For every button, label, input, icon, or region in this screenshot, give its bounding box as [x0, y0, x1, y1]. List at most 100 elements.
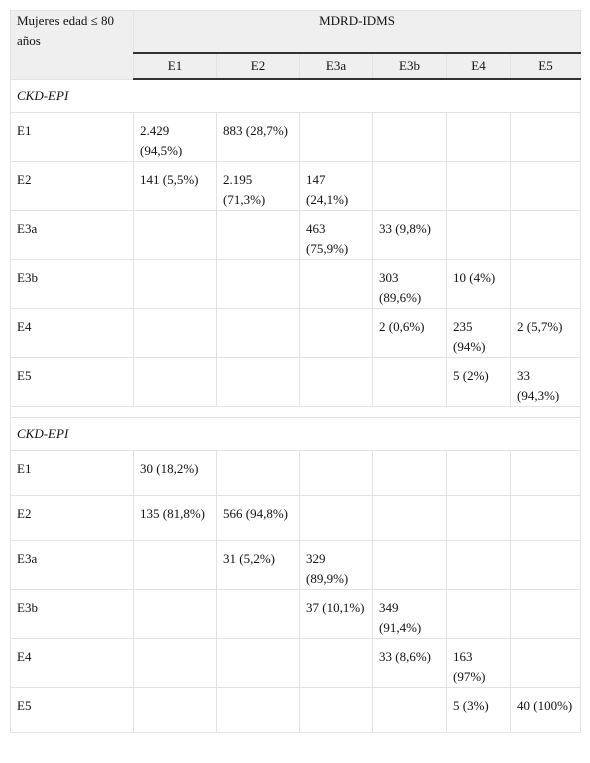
empty-cell	[509, 112, 582, 162]
section-label: CKD-EPI	[9, 417, 582, 451]
empty-cell	[446, 450, 511, 496]
empty-cell	[133, 357, 217, 407]
cell: 37 (10,1%)	[299, 589, 373, 639]
section-label: CKD-EPI	[9, 78, 582, 113]
empty-cell	[509, 540, 582, 590]
column-header: E3b	[372, 52, 447, 80]
row-label: E3a	[10, 540, 134, 590]
empty-cell	[372, 357, 447, 407]
cell: 2 (0,6%)	[372, 308, 447, 358]
section-row: CKD-EPI	[9, 78, 582, 113]
data-row: E4 33 (8,6%) 163 (97%)	[10, 638, 582, 688]
empty-cell	[446, 161, 511, 211]
cell: 31 (5,2%)	[216, 540, 300, 590]
cell: 135 (81,8%)	[133, 495, 217, 541]
data-row: E3a 31 (5,2%) 329 (89,9%)	[10, 540, 582, 590]
row-label: E3b	[10, 259, 134, 309]
empty-cell	[216, 308, 300, 358]
empty-cell	[299, 112, 373, 162]
data-row: E4 2 (0,6%) 235 (94%) 2 (5,7%)	[10, 308, 582, 358]
empty-cell	[299, 259, 373, 309]
row-label: E1	[10, 112, 134, 162]
empty-cell	[133, 210, 217, 260]
data-row: E3b 303 (89,6%) 10 (4%)	[10, 259, 582, 309]
empty-cell	[446, 112, 511, 162]
empty-cell	[299, 308, 373, 358]
data-row: E5 5 (2%) 33 (94,3%)	[10, 357, 582, 407]
section-row: CKD-EPI	[9, 417, 582, 451]
empty-cell	[372, 450, 447, 496]
cell: 349 (91,4%)	[372, 589, 447, 639]
cell: 30 (18,2%)	[133, 450, 217, 496]
empty-cell	[133, 540, 217, 590]
row-label: E4	[10, 638, 134, 688]
cell: 463 (75,9%)	[299, 210, 373, 260]
empty-cell	[446, 495, 511, 541]
empty-cell	[372, 112, 447, 162]
table-body: CKD-EPI E1 2.429 (94,5%) 883 (28,7%) E2 141 (…	[9, 78, 582, 733]
empty-cell	[299, 450, 373, 496]
cell: 883 (28,7%)	[216, 112, 300, 162]
cell: 10 (4%)	[446, 259, 511, 309]
spacer-row	[9, 406, 582, 418]
data-row: E1 2.429 (94,5%) 883 (28,7%)	[10, 112, 582, 162]
data-row: E1 30 (18,2%)	[10, 450, 582, 496]
empty-cell	[509, 589, 582, 639]
empty-cell	[133, 589, 217, 639]
empty-cell	[133, 259, 217, 309]
data-row: E2 141 (5,5%) 2.195 (71,3%) 147 (24,1%)	[10, 161, 582, 211]
empty-cell	[372, 687, 447, 733]
row-label: E2	[10, 161, 134, 211]
column-header: E4	[446, 52, 511, 80]
column-header: E1	[133, 52, 217, 80]
data-row: E5 5 (3%) 40 (100%)	[10, 687, 582, 733]
empty-cell	[216, 589, 300, 639]
empty-cell	[446, 210, 511, 260]
empty-cell	[372, 540, 447, 590]
cell: 2.429 (94,5%)	[133, 112, 217, 162]
empty-cell	[299, 687, 373, 733]
empty-cell	[299, 495, 373, 541]
row-label: E4	[10, 308, 134, 358]
cell: 5 (2%)	[446, 357, 511, 407]
empty-cell	[509, 638, 582, 688]
cell: 2 (5,7%)	[509, 308, 582, 358]
cell: 235 (94%)	[446, 308, 511, 358]
cell: 566 (94,8%)	[216, 495, 300, 541]
data-row: E3b 37 (10,1%) 349 (91,4%)	[10, 589, 582, 639]
empty-cell	[216, 210, 300, 260]
cell: 33 (9,8%)	[372, 210, 447, 260]
header-row: Mujeres edad ≤ 80 años MDRD-IDMS	[10, 10, 582, 80]
cell: 141 (5,5%)	[133, 161, 217, 211]
empty-cell	[509, 161, 582, 211]
column-header: E2	[216, 52, 300, 80]
empty-cell	[216, 638, 300, 688]
cell: 329 (89,9%)	[299, 540, 373, 590]
spacer-cell	[9, 406, 582, 418]
cell: 2.195 (71,3%)	[216, 161, 300, 211]
empty-cell	[216, 259, 300, 309]
empty-cell	[446, 540, 511, 590]
row-label: E1	[10, 450, 134, 496]
cell: 303 (89,6%)	[372, 259, 447, 309]
empty-cell	[133, 687, 217, 733]
cell: 40 (100%)	[509, 687, 582, 733]
table: Mujeres edad ≤ 80 años MDRD-IDMS E1 E2 E3a…	[9, 10, 582, 733]
empty-cell	[446, 589, 511, 639]
empty-cell	[133, 308, 217, 358]
corner-header: Mujeres edad ≤ 80 años	[10, 10, 134, 80]
group-header: MDRD-IDMS	[132, 10, 582, 54]
row-label: E2	[10, 495, 134, 541]
empty-cell	[216, 450, 300, 496]
column-header: E3a	[299, 52, 373, 80]
empty-cell	[509, 450, 582, 496]
empty-cell	[509, 210, 582, 260]
empty-cell	[509, 259, 582, 309]
column-header-row: E1 E2 E3a E3b E4 E5	[11, 52, 582, 80]
empty-cell	[133, 638, 217, 688]
cell: 5 (3%)	[446, 687, 511, 733]
cell: 147 (24,1%)	[299, 161, 373, 211]
empty-cell	[299, 638, 373, 688]
row-label: E5	[10, 687, 134, 733]
